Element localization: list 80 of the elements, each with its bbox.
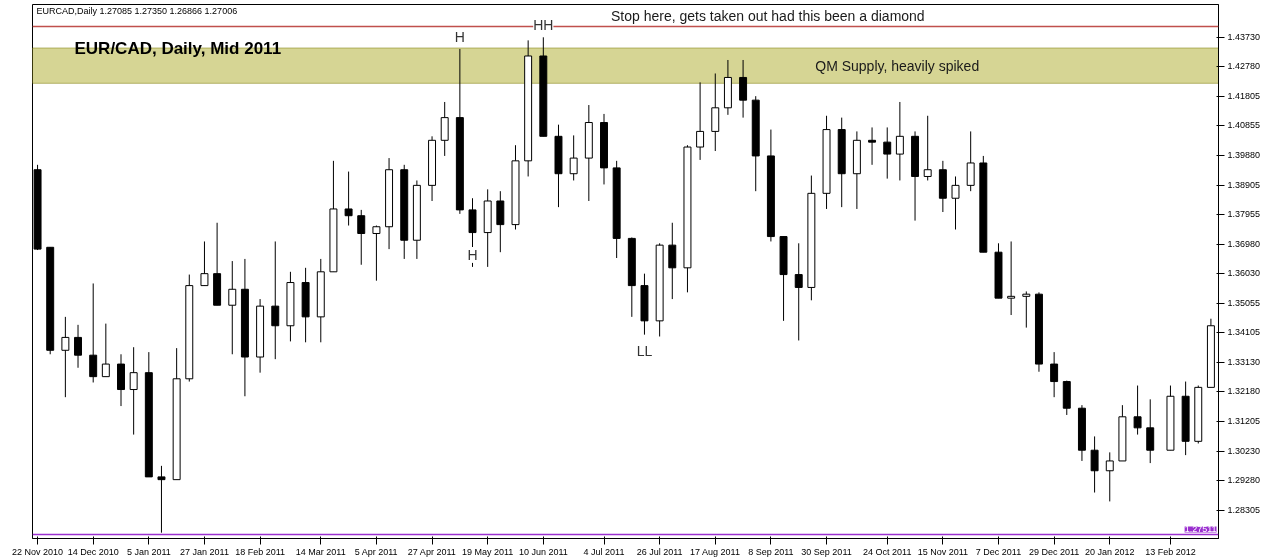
y-tick-label: 1.34105 xyxy=(1227,327,1261,338)
candlestick xyxy=(569,134,578,181)
candlestick xyxy=(739,59,748,119)
annotation: HH xyxy=(533,17,554,34)
candlestick xyxy=(923,115,932,181)
x-tick-label: 10 Jun 2011 xyxy=(518,546,568,557)
y-tick-label: 1.30230 xyxy=(1227,446,1261,457)
candlestick xyxy=(668,222,677,300)
x-tick-label: 15 Nov 2011 xyxy=(917,546,969,557)
x-tick-label: 30 Sep 2011 xyxy=(801,546,852,557)
candlestick xyxy=(440,101,449,157)
x-tick-label: 17 Aug 2011 xyxy=(690,546,740,557)
x-tick-label: 29 Dec 2011 xyxy=(1028,546,1080,557)
candlestick xyxy=(61,316,70,398)
x-tick-label: 27 Jan 2011 xyxy=(180,546,229,557)
x-tick-label: 20 Jan 2012 xyxy=(1084,546,1135,557)
x-tick-label: 7 Dec 2011 xyxy=(975,546,1022,557)
candlestick xyxy=(357,209,366,266)
text: EUR/CAD, Daily, Mid 2011 xyxy=(74,39,282,58)
y-tick-label: 1.40855 xyxy=(1227,120,1261,131)
candlestick xyxy=(794,242,803,341)
annotation: EURCAD,Daily 1.27085 1.27350 1.26866 1.27006 xyxy=(36,5,238,16)
candlestick xyxy=(1050,351,1059,398)
candlestick xyxy=(200,240,209,287)
y-tick-label: 1.41805 xyxy=(1227,91,1261,102)
y-tick-label: 1.37955 xyxy=(1227,209,1261,220)
y-tick-label: 1.28305 xyxy=(1227,505,1261,516)
x-tick-label: 18 Feb 2011 xyxy=(235,546,286,557)
candlestick xyxy=(89,282,98,383)
candlestick xyxy=(711,72,720,152)
ref-line-label: Stop here, gets taken out had this been a diamond xyxy=(610,7,925,24)
y-tick-label: 1.38905 xyxy=(1227,180,1261,191)
candlestick xyxy=(157,465,166,534)
candlestick xyxy=(951,175,960,230)
y-tick-label: 1.36030 xyxy=(1227,268,1261,279)
x-tick-label: 8 Sep 2011 xyxy=(748,546,794,557)
x-tick-label: 14 Mar 2011 xyxy=(295,546,346,557)
candlestick xyxy=(1022,290,1031,329)
x-tick-label: 13 Feb 2012 xyxy=(1145,546,1196,557)
y-tick-label: 1.39880 xyxy=(1227,150,1261,161)
candlestick xyxy=(1146,398,1155,464)
y-tick-label: 1.33130 xyxy=(1227,357,1261,368)
candlestick xyxy=(271,240,280,360)
candlestick xyxy=(129,346,138,436)
candlestick xyxy=(1007,240,1016,316)
x-tick-label: 19 May 2011 xyxy=(462,546,514,557)
candlestick xyxy=(1105,451,1114,502)
candlestick xyxy=(1090,435,1099,494)
candlestick xyxy=(868,126,877,166)
candlestick xyxy=(966,130,975,192)
y-tick-label: 1.29280 xyxy=(1227,475,1261,486)
y-tick-label: 1.43730 xyxy=(1227,32,1261,43)
x-tick-label: 24 Oct 2011 xyxy=(863,546,912,557)
ref-line-label: 1.27511 xyxy=(1184,524,1217,535)
annotation: H xyxy=(454,28,465,45)
annotation: LL xyxy=(636,342,653,359)
candlestick xyxy=(496,190,505,253)
x-tick-label: 14 Dec 2010 xyxy=(67,546,119,557)
candlestick xyxy=(228,260,237,355)
x-tick-label: 4 Jul 2011 xyxy=(583,546,625,557)
candlestick xyxy=(883,126,892,180)
candlestick xyxy=(1133,385,1142,436)
x-tick-label: 26 Jul 2011 xyxy=(636,546,683,557)
candlestick xyxy=(696,81,705,161)
y-tick-label: 1.32180 xyxy=(1227,386,1261,397)
band-label: QM Supply, heavily spiked xyxy=(815,57,980,74)
y-tick-label: 1.36980 xyxy=(1227,239,1261,250)
x-tick-label: 5 Jan 2011 xyxy=(126,546,171,557)
candlestick xyxy=(372,225,381,282)
candlestick xyxy=(344,171,353,227)
candlestick xyxy=(74,324,82,369)
y-tick-label: 1.35055 xyxy=(1227,298,1261,309)
x-tick-label: 5 Apr 2011 xyxy=(354,546,398,557)
x-tick-label: 27 Apr 2011 xyxy=(407,546,456,557)
y-tick-label: 1.31205 xyxy=(1227,416,1261,427)
annotation: H xyxy=(467,246,478,263)
candlestick xyxy=(101,323,110,378)
y-tick-label: 1.42780 xyxy=(1227,61,1261,72)
candlestick xyxy=(895,101,904,181)
x-tick-label: 22 Nov 2010 xyxy=(12,546,64,557)
